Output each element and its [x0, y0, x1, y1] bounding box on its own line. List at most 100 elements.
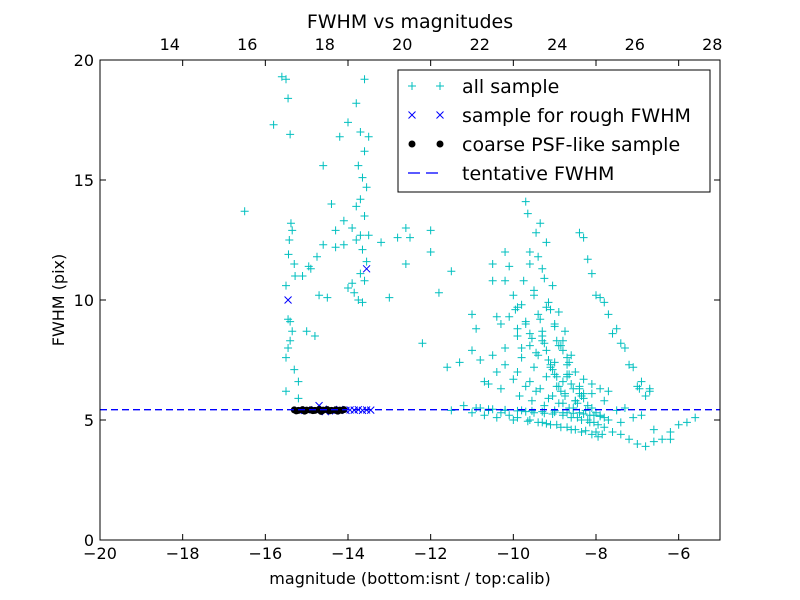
data-point-plus — [517, 344, 526, 352]
data-point-plus — [406, 233, 414, 242]
data-point-plus — [513, 413, 522, 422]
data-point-plus — [612, 406, 621, 415]
data-point-plus — [339, 216, 348, 225]
data-point-plus — [290, 260, 299, 268]
data-point-plus — [552, 372, 561, 381]
data-point-plus — [517, 353, 526, 362]
data-point-dot — [317, 407, 325, 415]
data-point-plus — [637, 377, 646, 386]
data-point-plus — [288, 327, 297, 336]
data-point-plus — [534, 310, 543, 319]
data-point-plus — [641, 442, 650, 451]
data-point-plus — [540, 274, 549, 283]
data-point-plus — [269, 120, 278, 129]
data-point-plus — [548, 410, 557, 418]
data-point-plus — [552, 382, 561, 391]
data-point-plus — [302, 327, 311, 336]
x-tick-label: −6 — [667, 544, 691, 563]
plot-frame — [99, 59, 721, 541]
data-point-plus — [534, 252, 543, 261]
data-point-plus — [513, 368, 522, 376]
data-point-plus — [532, 228, 541, 237]
data-point-plus — [282, 281, 290, 290]
x-tick-label: −12 — [414, 544, 448, 563]
data-point-plus — [352, 236, 361, 244]
data-point-plus — [546, 305, 555, 314]
legend-entry: all sample — [408, 76, 559, 98]
data-point-plus — [282, 75, 290, 84]
data-point-plus — [513, 303, 522, 312]
data-point-plus — [286, 130, 295, 139]
x-tick-label: −16 — [248, 544, 282, 563]
data-point-plus — [641, 392, 650, 400]
data-point-plus — [563, 353, 572, 362]
top-x-tick-label: 26 — [625, 35, 645, 54]
data-point-plus — [567, 380, 576, 388]
legend-label: tentative FWHM — [462, 163, 614, 185]
data-point-plus — [331, 243, 340, 252]
data-point-plus — [563, 370, 572, 379]
data-point-plus — [447, 267, 456, 276]
data-point-plus — [581, 406, 590, 415]
data-point-plus — [608, 329, 617, 338]
data-point-plus — [443, 363, 452, 372]
data-point-plus — [488, 276, 497, 285]
data-point-plus — [616, 339, 625, 348]
data-point-plus — [525, 329, 534, 338]
data-point-plus — [594, 420, 603, 429]
data-point-plus — [525, 341, 534, 350]
data-point-plus — [616, 418, 625, 427]
data-point-plus — [530, 363, 538, 372]
data-point-plus — [525, 248, 534, 256]
top-x-tick-label: 22 — [470, 35, 490, 54]
data-point-dot — [325, 407, 333, 415]
data-point-plus — [523, 417, 532, 426]
x-tick-label: −10 — [496, 544, 530, 563]
data-point-plus — [583, 401, 592, 410]
data-point-plus — [592, 291, 600, 300]
data-point-plus — [682, 418, 691, 427]
data-point-plus — [358, 245, 367, 254]
data-point-plus — [282, 387, 290, 396]
legend-swatch — [408, 140, 416, 148]
data-point-plus — [625, 435, 634, 444]
data-point-plus — [472, 324, 481, 333]
data-point-plus — [319, 240, 328, 249]
data-point-plus — [536, 219, 545, 228]
data-point-plus — [352, 99, 361, 108]
data-point-plus — [362, 183, 371, 192]
data-point-plus — [536, 384, 545, 393]
data-point-plus — [620, 404, 629, 412]
data-point-plus — [393, 233, 402, 242]
data-point-plus — [558, 346, 567, 355]
data-point-plus — [585, 418, 594, 427]
data-point-plus — [542, 238, 551, 247]
data-point-plus — [364, 132, 373, 141]
data-point-plus — [540, 401, 549, 410]
legend-entry: coarse PSF-like sample — [408, 134, 680, 156]
data-point-plus — [571, 425, 580, 434]
data-point-plus — [319, 161, 328, 170]
data-point-plus — [310, 332, 319, 340]
data-point-plus — [552, 336, 561, 345]
data-point-plus — [583, 255, 592, 264]
data-point-plus — [556, 341, 565, 350]
data-point-plus — [304, 262, 313, 271]
data-point-plus — [339, 240, 348, 249]
data-point-plus — [550, 320, 559, 328]
data-point-plus — [290, 365, 299, 374]
data-point-plus — [587, 389, 596, 398]
top-x-tick-label: 16 — [237, 35, 257, 54]
data-point-plus — [480, 411, 489, 420]
data-point-plus — [525, 416, 534, 424]
data-point-plus — [666, 435, 675, 444]
data-point-plus — [294, 377, 303, 386]
data-point-plus — [575, 384, 584, 393]
data-point-plus — [596, 412, 605, 421]
data-point-plus — [577, 416, 586, 424]
data-point-plus — [488, 351, 497, 360]
data-point-plus — [484, 380, 493, 388]
data-point-plus — [459, 401, 468, 410]
data-point-plus — [579, 389, 588, 398]
data-point-plus — [561, 389, 569, 398]
